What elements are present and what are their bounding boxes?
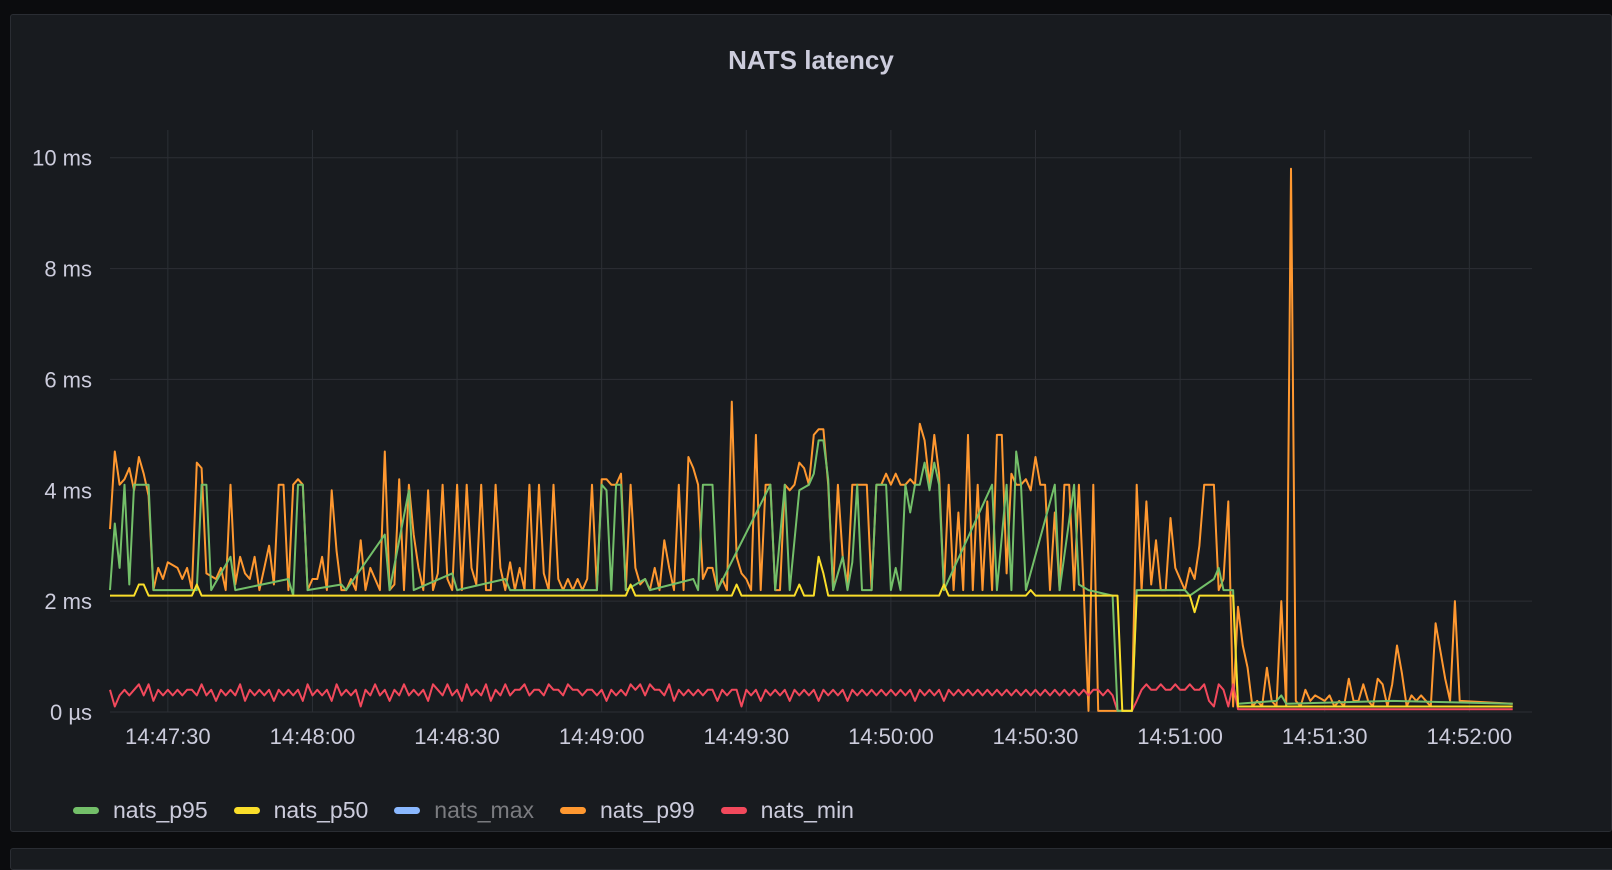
series-line-nats-min (109, 683, 1513, 712)
legend-label: nats_min (760, 797, 854, 823)
x-tick-label: 14:49:30 (703, 724, 789, 749)
x-axis: 14:47:30 14:48:00 14:48:30 14:49:00 14:49:30… (125, 724, 1512, 749)
series-lines (109, 167, 1513, 712)
y-tick-label: 10 ms (32, 146, 92, 171)
x-tick-label: 14:47:30 (125, 724, 211, 749)
legend-label: nats_p50 (273, 797, 369, 823)
legend-swatch (233, 807, 260, 814)
legend-swatch (720, 807, 747, 814)
legend-item-nats-min[interactable]: nats_min (720, 797, 854, 824)
series-line-nats-p50 (110, 555, 1513, 712)
legend-swatch (394, 807, 421, 814)
y-tick-label: 8 ms (44, 257, 92, 282)
x-tick-label: 14:51:00 (1137, 724, 1223, 749)
y-tick-label: 0 µs (50, 700, 92, 725)
legend-label: nats_p99 (600, 797, 695, 823)
legend: nats_p95 nats_p50 nats_max nats_p99 nats_min (73, 797, 854, 824)
legend-label: nats_p95 (113, 797, 208, 823)
x-tick-label: 14:50:00 (848, 724, 934, 749)
y-tick-label: 2 ms (44, 589, 92, 614)
legend-swatch (560, 807, 586, 814)
legend-label: nats_max (434, 797, 534, 823)
x-tick-label: 14:50:30 (993, 724, 1079, 749)
y-tick-label: 4 ms (44, 478, 92, 503)
legend-item-nats-p95[interactable]: nats_p95 (73, 797, 208, 824)
x-tick-label: 14:48:30 (414, 724, 500, 749)
x-tick-label: 14:51:30 (1282, 724, 1368, 749)
x-tick-label: 14:52:00 (1427, 724, 1513, 749)
legend-item-nats-max[interactable]: nats_max (394, 797, 534, 824)
x-tick-label: 14:48:00 (270, 724, 356, 749)
x-tick-label: 14:49:00 (559, 724, 645, 749)
legend-swatch (73, 807, 99, 814)
series-line-nats-p95 (109, 439, 1513, 712)
legend-item-nats-p50[interactable]: nats_p50 (233, 797, 369, 824)
series-line-nats-p99 (109, 167, 1513, 712)
grid (110, 130, 1532, 713)
legend-item-nats-p99[interactable]: nats_p99 (560, 797, 695, 824)
panel-title[interactable]: NATS latency (728, 45, 894, 75)
y-tick-label: 6 ms (44, 367, 92, 392)
y-axis: 0 µs 2 ms 4 ms 6 ms 8 ms 10 ms (32, 146, 92, 725)
